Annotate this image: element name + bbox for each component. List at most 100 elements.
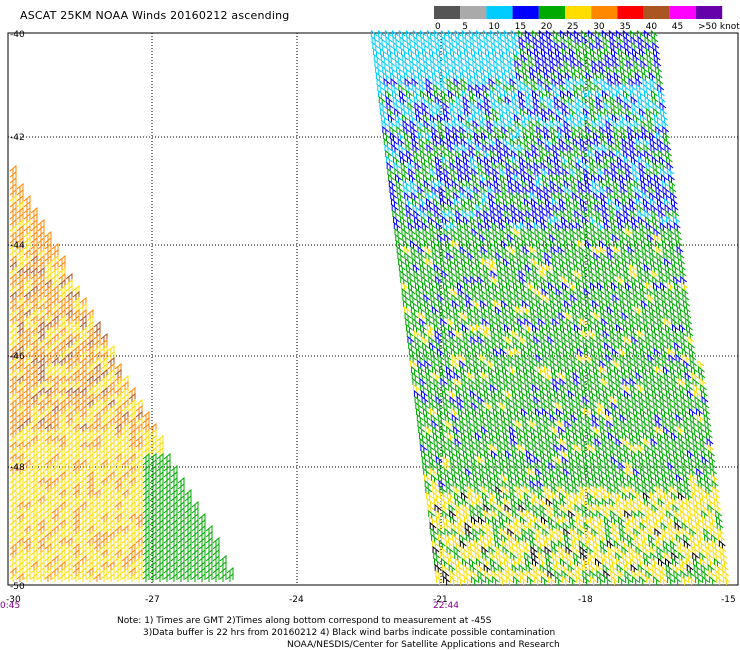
- wind-barb: [44, 512, 52, 522]
- wind-barb: [539, 95, 547, 105]
- wind-barb: [44, 290, 52, 300]
- wind-barb: [502, 77, 510, 87]
- wind-barb: [452, 71, 460, 81]
- wind-barb: [72, 422, 80, 432]
- wind-barb: [16, 188, 24, 198]
- wind-barb: [377, 29, 385, 39]
- wind-barb: [79, 536, 87, 546]
- wind-barb: [9, 560, 17, 570]
- wind-barb: [121, 398, 129, 408]
- wind-barb: [635, 131, 642, 141]
- wind-barb: [9, 164, 17, 174]
- wind-barb: [212, 542, 220, 552]
- wind-barb: [79, 410, 87, 420]
- wind-barb: [445, 71, 453, 81]
- wind-barb: [387, 107, 395, 117]
- wind-barb: [44, 434, 52, 444]
- wind-barb: [44, 248, 52, 258]
- wind-barb: [58, 266, 66, 276]
- wind-barb: [149, 512, 157, 522]
- wind-barb: [128, 464, 136, 474]
- wind-barb: [387, 47, 394, 57]
- wind-barb: [9, 224, 17, 234]
- wind-barb: [443, 113, 451, 123]
- wind-barb: [582, 41, 590, 51]
- wind-barb: [464, 53, 472, 63]
- wind-barb: [156, 530, 164, 540]
- wind-barb: [114, 452, 122, 462]
- wind-barb: [37, 464, 45, 474]
- wind-barb: [65, 524, 73, 534]
- wind-barb: [656, 131, 663, 141]
- wind-barb: [72, 296, 80, 306]
- wind-barb: [9, 380, 17, 390]
- wind-barb: [583, 107, 591, 117]
- wind-barb: [603, 101, 611, 111]
- wind-barb: [9, 176, 17, 186]
- wind-barb: [79, 470, 87, 480]
- wind-barb: [128, 500, 136, 510]
- wind-barb: [564, 71, 572, 81]
- wind-barb: [65, 284, 73, 294]
- wind-barb: [156, 488, 164, 498]
- wind-barb: [595, 95, 603, 105]
- wind-barb: [16, 338, 24, 348]
- wind-barb: [107, 464, 115, 474]
- wind-barb: [30, 512, 38, 522]
- wind-barb: [58, 464, 66, 474]
- wind-barb: [23, 488, 31, 498]
- wind-barb: [44, 266, 52, 276]
- legend-label: 5: [462, 22, 468, 32]
- wind-barb: [16, 224, 24, 234]
- wind-barb: [65, 548, 73, 558]
- wind-barb: [51, 416, 59, 426]
- wind-barb: [16, 536, 24, 546]
- wind-barb: [608, 29, 616, 39]
- wind-barb: [149, 536, 157, 546]
- wind-barb: [72, 518, 80, 528]
- wind-barb: [37, 410, 45, 420]
- wind-barb: [107, 494, 115, 504]
- wind-barb: [23, 260, 31, 270]
- wind-barb: [618, 575, 625, 585]
- wind-barb: [450, 575, 457, 585]
- wind-barb: [44, 374, 52, 384]
- wind-barb: [598, 59, 606, 69]
- wind-barb: [86, 386, 94, 396]
- wind-barb: [93, 434, 101, 444]
- wind-barb: [51, 446, 59, 456]
- wind-barb: [503, 83, 511, 93]
- wind-barb: [553, 95, 561, 105]
- wind-barb: [142, 566, 150, 576]
- wind-barb: [184, 530, 192, 540]
- wind-barb: [100, 524, 108, 534]
- wind-barb: [72, 320, 80, 330]
- wind-barb: [30, 308, 38, 318]
- wind-barb: [51, 410, 59, 420]
- wind-barb: [86, 542, 94, 552]
- wind-barb: [184, 500, 192, 510]
- wind-barb: [648, 65, 655, 75]
- wind-barb: [51, 362, 59, 372]
- wind-barb: [198, 542, 206, 552]
- wind-barb: [16, 314, 24, 324]
- wind-barb: [9, 536, 17, 546]
- wind-barb: [594, 29, 602, 39]
- wind-barb: [534, 575, 541, 585]
- wind-barb: [86, 476, 94, 486]
- wind-barb: [450, 113, 458, 123]
- wind-barb: [100, 512, 108, 522]
- wind-barb: [65, 452, 73, 462]
- wind-barb: [511, 95, 519, 105]
- wind-barb: [93, 428, 101, 438]
- wind-barb: [58, 542, 66, 552]
- wind-barb: [536, 125, 544, 135]
- wind-barb: [58, 356, 66, 366]
- wind-barb: [383, 77, 391, 87]
- wind-barb: [58, 446, 66, 456]
- wind-barb: [430, 119, 438, 129]
- wind-barb: [86, 356, 94, 366]
- wind-barb: [93, 386, 101, 396]
- wind-barb: [30, 548, 38, 558]
- wind-barb: [451, 59, 459, 69]
